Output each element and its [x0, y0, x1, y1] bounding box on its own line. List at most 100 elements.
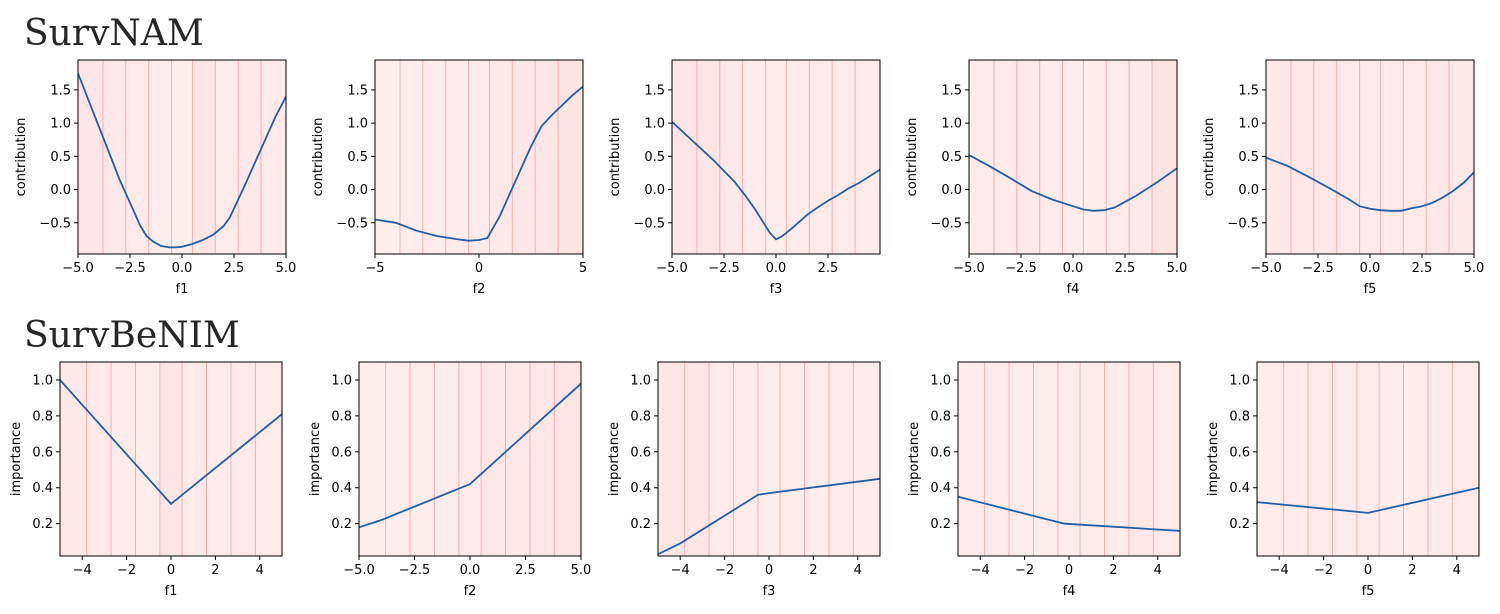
importance-band [1449, 60, 1474, 254]
x-axis-label: f5 [1362, 584, 1375, 599]
y-tick-label: 0.8 [331, 409, 352, 424]
panel-survnam-f3: −5.0 −2.5 0.0 2.5 −0.5 0.0 0.5 1.0 1.5 f3 contribu… [608, 59, 881, 297]
x-axis-label: f5 [1364, 282, 1377, 297]
series-line [60, 379, 282, 506]
importance-band [445, 60, 469, 254]
importance-band [832, 60, 856, 254]
y-tick-label: 0.0 [347, 183, 368, 198]
y-axis-label: importance [1206, 422, 1221, 496]
y-axis-label: importance [308, 422, 323, 496]
importance-band [765, 60, 787, 254]
x-tick-label: 2.5 [515, 563, 536, 578]
y-axis-label: contribution [14, 118, 29, 197]
importance-band [1313, 60, 1337, 254]
importance-band [505, 362, 530, 556]
x-tick-label: 0.0 [460, 563, 481, 578]
importance-band [804, 362, 829, 556]
y-tick-label: 1.0 [930, 373, 951, 388]
x-tick-label: 0 [1065, 563, 1073, 578]
importance-band [215, 60, 239, 254]
y-tick-label: 0.5 [347, 150, 368, 165]
importance-band [86, 362, 112, 556]
importance-band [757, 362, 781, 556]
x-tick-label: −4 [971, 563, 990, 578]
x-tick-label: 2.5 [1115, 261, 1136, 276]
importance-band [135, 362, 160, 556]
panel-survbenim-f3: −4 −2 0 2 4 0.2 0.4 0.6 0.8 1.0 f3 importance [607, 361, 881, 599]
x-tick-label: 5.0 [1464, 261, 1485, 276]
x-tick-label: −5 [365, 261, 384, 276]
importance-band [696, 60, 720, 254]
importance-band [1266, 60, 1291, 254]
y-tick-label: 0.5 [644, 150, 665, 165]
series-line [1266, 156, 1474, 212]
importance-band [1403, 362, 1428, 556]
importance-band [554, 362, 581, 556]
importance-band [1009, 362, 1034, 556]
y-tick-label: 0.0 [1238, 183, 1259, 198]
importance-band [1129, 60, 1153, 254]
importance-band [1427, 362, 1453, 556]
y-axis-label: importance [907, 422, 922, 496]
x-tick-label: −2 [117, 563, 136, 578]
importance-band [809, 60, 833, 254]
importance-band [78, 60, 103, 254]
x-tick-label: 0.0 [766, 261, 787, 276]
importance-band [481, 362, 506, 556]
y-tick-label: 1.0 [1238, 117, 1259, 132]
importance-band [489, 60, 513, 254]
importance-band [535, 60, 559, 254]
importance-band [125, 60, 149, 254]
x-tick-label: 4 [854, 563, 862, 578]
x-axis-label: f2 [473, 282, 486, 297]
importance-band [1332, 362, 1357, 556]
x-tick-label: −2.5 [114, 261, 146, 276]
x-tick-label: 0.0 [172, 261, 193, 276]
importance-band [1290, 60, 1314, 254]
importance-band [672, 60, 697, 254]
importance-band [658, 362, 685, 556]
importance-band [558, 60, 583, 254]
x-tick-label: 4 [1453, 563, 1461, 578]
y-tick-label: 0.6 [32, 445, 53, 460]
importance-band [993, 60, 1017, 254]
panel-survbenim-f2: −5.0 −2.5 0.0 2.5 5.0 0.2 0.4 0.6 0.8 1.0 f2 import… [308, 361, 591, 599]
y-tick-label: 0.4 [630, 481, 651, 496]
x-tick-label: −4 [1270, 563, 1289, 578]
importance-band [255, 362, 282, 556]
panels: −5.0 −2.5 0.0 2.5 5.0 −0.5 0.0 0.5 1.0 1.5 f1 contr… [9, 59, 1485, 599]
importance-band [1033, 362, 1058, 556]
y-tick-label: 0.4 [930, 481, 951, 496]
importance-band [1379, 362, 1404, 556]
importance-band [984, 362, 1010, 556]
x-axis-label: f2 [464, 584, 477, 599]
y-tick-label: 0.5 [941, 150, 962, 165]
y-tick-label: 0.6 [1229, 445, 1250, 460]
importance-band [742, 60, 766, 254]
x-tick-label: −2.5 [399, 563, 431, 578]
importance-band [853, 362, 880, 556]
x-tick-label: 2 [1109, 563, 1117, 578]
importance-band [238, 60, 262, 254]
series-line [958, 495, 1180, 532]
y-tick-label: −0.5 [930, 216, 962, 231]
x-tick-label: 0 [1364, 563, 1372, 578]
importance-band [958, 362, 985, 556]
x-axis-label: f3 [763, 584, 776, 599]
importance-band [1359, 60, 1381, 254]
x-axis-label: f3 [770, 282, 783, 297]
x-tick-label: 2 [1408, 563, 1416, 578]
y-tick-label: 1.5 [941, 83, 962, 98]
y-tick-label: 0.0 [941, 183, 962, 198]
importance-band [1308, 362, 1333, 556]
x-tick-label: 4 [256, 563, 264, 578]
x-axis-label: f4 [1063, 584, 1076, 599]
y-tick-label: 0.8 [930, 409, 951, 424]
importance-band [1380, 60, 1404, 254]
y-tick-label: 0.8 [630, 409, 651, 424]
y-tick-label: 0.4 [32, 481, 53, 496]
x-tick-label: 4 [1154, 563, 1162, 578]
x-tick-label: −5.0 [953, 261, 985, 276]
importance-band [512, 60, 536, 254]
y-tick-label: 0.8 [32, 409, 53, 424]
